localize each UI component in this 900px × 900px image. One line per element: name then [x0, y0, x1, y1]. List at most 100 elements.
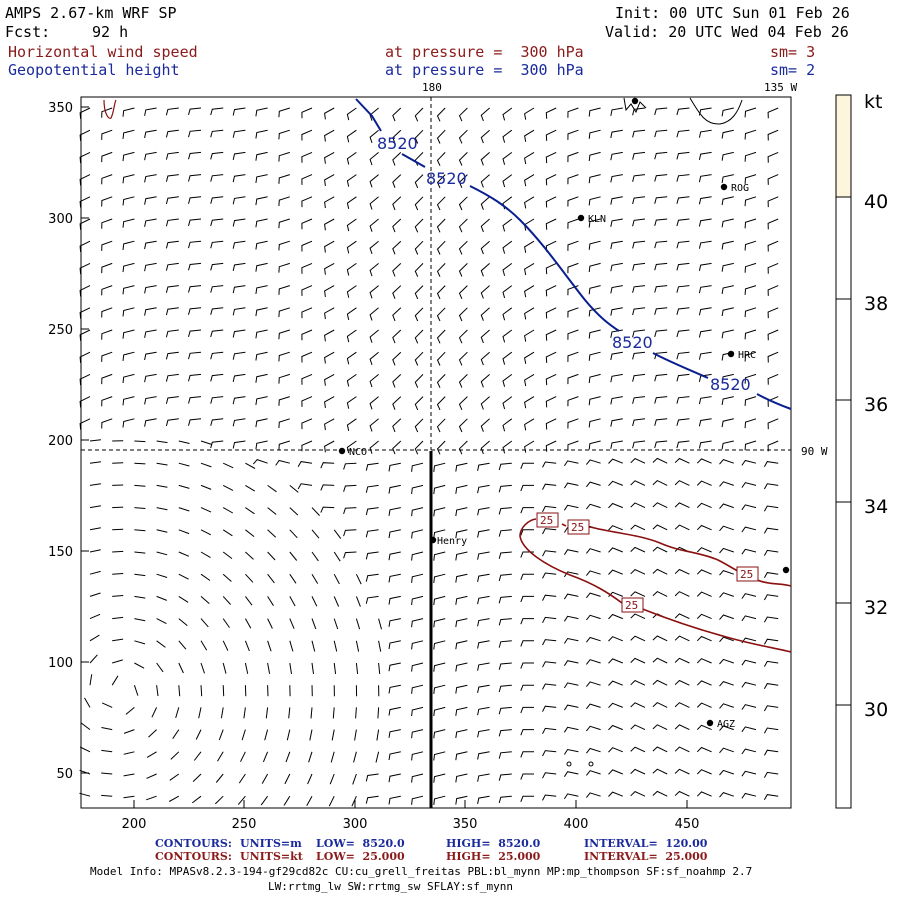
- wind-barb: [79, 174, 91, 186]
- wind-barb: [411, 773, 424, 783]
- wind-barb: [392, 374, 402, 388]
- wind-barb: [654, 418, 668, 426]
- wind-barb: [698, 373, 712, 383]
- wind-barb: [278, 218, 290, 229]
- wind-barb: [79, 107, 91, 119]
- wind-barb: [324, 329, 335, 342]
- wind-barb: [632, 440, 646, 449]
- wind-barb: [632, 240, 646, 249]
- wind-barb: [763, 505, 779, 512]
- wind-barb: [378, 618, 382, 630]
- y-tick-label: 150: [48, 545, 73, 560]
- wind-barb: [112, 573, 124, 575]
- wind-barb: [721, 240, 734, 250]
- wind-barb: [101, 749, 113, 753]
- wind-barb: [278, 262, 290, 273]
- wind-barb: [652, 724, 668, 731]
- wind-barb: [222, 685, 225, 697]
- wind-barb: [222, 507, 234, 514]
- wind-barb: [588, 307, 601, 317]
- wind-barb: [455, 618, 468, 628]
- wind-barb: [178, 595, 189, 603]
- wind-barb: [324, 396, 335, 408]
- wind-barb: [630, 569, 646, 575]
- wind-barb: [744, 285, 757, 295]
- wind-barb: [278, 107, 290, 118]
- wind-barb: [255, 329, 268, 339]
- wind-barb: [763, 705, 779, 712]
- wind-barb: [178, 618, 188, 626]
- wind-barb: [301, 196, 313, 208]
- height-contour: [652, 352, 709, 379]
- wind-barb: [388, 484, 401, 494]
- wind-barb: [767, 373, 779, 385]
- wind-barb: [346, 373, 357, 387]
- wind-barb: [563, 771, 579, 777]
- wind-barb: [311, 529, 320, 539]
- wind-barb: [144, 351, 157, 361]
- wind-barb: [101, 351, 113, 362]
- wind-barb: [721, 107, 734, 117]
- wind-barb: [567, 418, 579, 429]
- wind-barb: [355, 707, 357, 719]
- wind-barb: [392, 418, 402, 433]
- wind-barb: [122, 351, 135, 361]
- wind-barb: [192, 773, 202, 782]
- wind-barb: [255, 151, 268, 161]
- wind-barb: [267, 507, 277, 515]
- wind-barb: [632, 218, 646, 227]
- wind-barb: [542, 683, 557, 690]
- wind-barb: [252, 459, 268, 465]
- wind-barb: [608, 658, 623, 664]
- wind-barb: [719, 459, 734, 465]
- wind-barb: [289, 618, 295, 629]
- wind-barb: [134, 662, 145, 669]
- wind-barb: [674, 768, 690, 775]
- wind-barb: [288, 707, 291, 719]
- wind-barb: [165, 262, 179, 271]
- wind-barb: [222, 573, 232, 582]
- wind-barb: [741, 726, 757, 733]
- wind-barb: [133, 685, 139, 696]
- wind-barb: [144, 262, 157, 272]
- wind-barb: [354, 729, 357, 741]
- wind-barb: [763, 616, 779, 623]
- wind-barb: [188, 151, 202, 160]
- wind-speed-contour: [561, 523, 567, 527]
- wind-barb: [698, 129, 712, 138]
- wind-barb: [630, 768, 646, 775]
- wind-barb: [365, 573, 379, 582]
- wind-barb: [365, 484, 379, 493]
- footer-high: HIGH= 8520.0: [446, 837, 541, 850]
- footer-low: LOW= 8520.0: [316, 837, 405, 850]
- wind-barb: [369, 129, 379, 144]
- height-contour: [469, 185, 620, 332]
- wind-barb: [278, 351, 290, 362]
- wind-barb: [458, 107, 468, 122]
- wind-barb: [542, 794, 557, 801]
- wind-barb: [178, 551, 190, 557]
- wind-barb: [134, 484, 146, 487]
- wind-barb: [289, 529, 298, 539]
- wind-barb: [324, 262, 335, 275]
- wind-barb: [89, 439, 101, 442]
- wind-barb: [632, 151, 646, 160]
- wind-barb: [586, 659, 601, 665]
- wind-barb: [261, 773, 269, 784]
- wind-barb: [144, 107, 157, 116]
- wind-barb: [480, 374, 490, 388]
- wind-barb: [369, 240, 379, 255]
- wind-barb: [80, 722, 91, 730]
- wind-barb: [101, 794, 113, 797]
- wind-barb: [632, 396, 646, 404]
- wind-barb: [232, 285, 246, 294]
- wind-barb: [698, 351, 712, 360]
- wind-barb: [676, 196, 690, 204]
- wind-barb: [148, 729, 157, 738]
- wind-barb: [178, 640, 187, 650]
- wind-barb: [165, 129, 179, 138]
- wind-barb: [210, 174, 224, 182]
- wind-barb: [502, 174, 513, 188]
- wind-barb: [369, 307, 379, 321]
